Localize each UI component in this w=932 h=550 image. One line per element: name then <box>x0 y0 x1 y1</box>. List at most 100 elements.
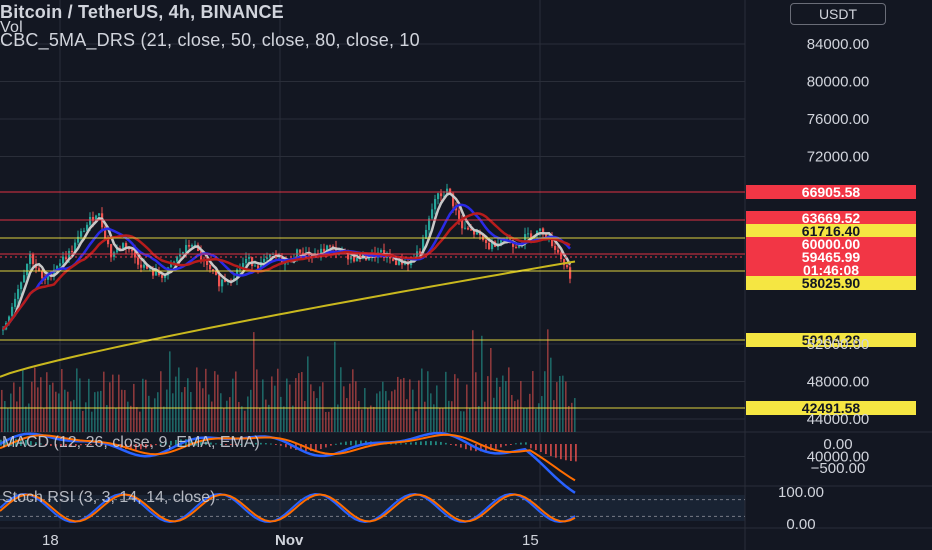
volume-bar <box>235 371 237 432</box>
volume-bar <box>451 401 453 432</box>
candle-body <box>89 217 92 225</box>
candle-body <box>269 254 272 258</box>
candle-body <box>257 265 260 269</box>
macd-histogram-bar <box>165 442 167 445</box>
volume-bar <box>352 369 354 432</box>
volume-bar <box>343 386 345 432</box>
candle-body <box>155 270 158 276</box>
volume-bar <box>550 357 552 432</box>
stoch-rsi-tick-label: 100.00 <box>778 484 824 501</box>
macd-histogram-bar <box>310 444 312 452</box>
volume-bar <box>562 375 564 432</box>
stoch-rsi-legend[interactable]: Stoch RSI (3, 3, 14, 14, close) <box>2 489 216 506</box>
macd-histogram-bar <box>20 439 22 446</box>
symbol-title[interactable]: Bitcoin / TetherUS, 4h, BINANCE <box>0 2 284 22</box>
macd-histogram-bar <box>150 444 152 447</box>
volume-bar <box>178 367 180 432</box>
macd-legend[interactable]: MACD (12, 26, close, 9, EMA, EMA) <box>2 434 260 451</box>
macd-histogram-bar <box>510 444 512 445</box>
macd-histogram-bar <box>30 441 32 446</box>
volume-bar <box>391 391 393 432</box>
volume-bar <box>193 409 195 432</box>
candle-body <box>14 298 17 307</box>
macd-histogram-bar <box>400 443 402 445</box>
macd-histogram-bar <box>60 444 62 448</box>
volume-bar <box>511 394 513 432</box>
volume-bar <box>403 377 405 432</box>
volume-bar <box>523 407 525 432</box>
candle-body <box>443 195 446 197</box>
volume-bar <box>514 401 516 432</box>
macd-histogram-bar <box>435 441 437 446</box>
volume-bar <box>478 406 480 432</box>
volume-bar <box>190 392 192 432</box>
volume-bar <box>205 368 207 432</box>
volume-bar <box>313 391 315 432</box>
candle-body <box>263 258 266 263</box>
macd-histogram-bar <box>360 440 362 446</box>
candle-body <box>368 258 371 260</box>
price-label-bg <box>746 333 916 347</box>
volume-bar <box>250 389 252 432</box>
candle-body <box>299 249 302 253</box>
volume-bar <box>442 407 444 432</box>
macd-histogram-bar <box>425 441 427 446</box>
macd-histogram-bar <box>545 444 547 455</box>
candle-body <box>116 248 119 253</box>
candle-body <box>191 245 194 247</box>
macd-histogram-bar <box>175 439 177 446</box>
macd-histogram-bar <box>570 444 572 461</box>
volume-bar <box>400 379 402 432</box>
volume-bar <box>295 378 297 432</box>
macd-histogram-bar <box>90 444 92 445</box>
price-label-bg <box>746 185 916 199</box>
volume-bar <box>373 406 375 432</box>
volume-bar <box>370 405 372 432</box>
volume-bar <box>22 369 24 432</box>
indicator-legend[interactable]: CBC_5MA_DRS (21, close, 50, close, 80, c… <box>0 30 420 50</box>
candle-body <box>560 252 563 260</box>
candle-body <box>431 209 434 219</box>
candle-body <box>8 316 11 323</box>
macd-histogram-bar <box>520 442 522 445</box>
volume-bar <box>544 371 546 432</box>
volume-bar <box>304 401 306 432</box>
candle-body <box>77 236 80 243</box>
volume-bar <box>34 367 36 432</box>
macd-histogram-bar <box>575 444 577 462</box>
candle-body <box>2 329 5 331</box>
volume-bar <box>103 371 105 432</box>
macd-histogram-bar <box>350 440 352 446</box>
candle-body <box>71 250 74 253</box>
candle-body <box>23 275 26 283</box>
macd-histogram-bar <box>70 444 72 447</box>
currency-button[interactable]: USDT <box>790 3 886 25</box>
candle-body <box>395 260 398 265</box>
time-tick-label: 15 <box>522 532 539 549</box>
volume-bar <box>157 392 159 432</box>
macd-histogram-bar <box>550 444 552 456</box>
macd-histogram-bar <box>130 444 132 450</box>
volume-bar <box>508 367 510 432</box>
volume-bar <box>394 389 396 432</box>
macd-histogram-bar <box>260 442 262 445</box>
volume-legend[interactable]: Vol <box>0 19 23 36</box>
grid <box>0 0 745 528</box>
candle-body <box>563 259 566 266</box>
volume-bar <box>358 400 360 432</box>
candle-body <box>104 227 107 239</box>
candle-body <box>500 240 503 245</box>
stoch-d-line <box>0 493 576 523</box>
volume-bar <box>526 408 528 432</box>
macd-histogram-bar <box>530 444 532 449</box>
candle-body <box>62 256 65 264</box>
volume-bar <box>181 392 183 432</box>
candle-body <box>56 266 59 270</box>
candle-body <box>110 244 113 257</box>
macd-histogram-bar <box>445 442 447 445</box>
candle-body <box>254 265 257 267</box>
volume-bar <box>40 377 42 432</box>
volume-bar <box>412 389 414 432</box>
macd-histogram-bar <box>465 444 467 450</box>
